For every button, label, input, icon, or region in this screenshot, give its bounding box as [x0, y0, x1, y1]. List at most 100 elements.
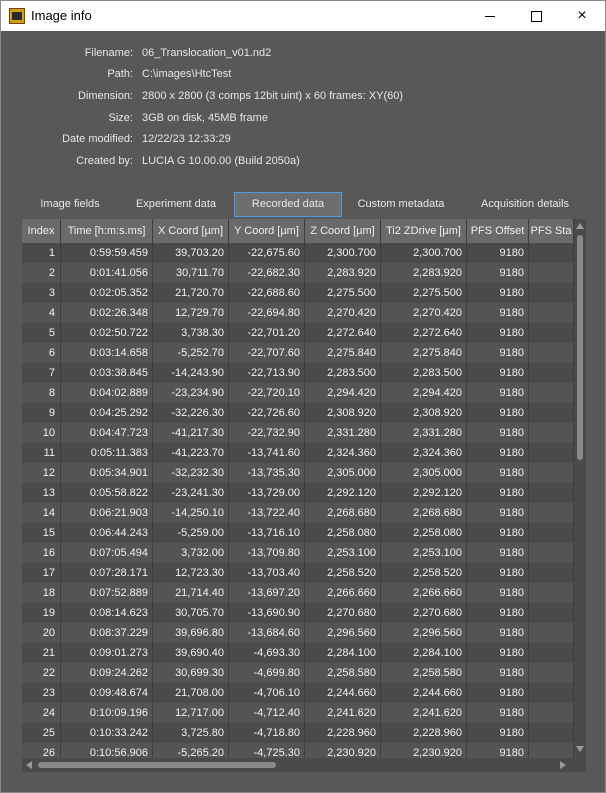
table-row[interactable]: 10 0:04:47.723 -41,217.30 -22,732.90 2,331.2… [22, 423, 574, 443]
table-cell: -14,250.10 [153, 503, 229, 523]
horizontal-scrollbar[interactable] [22, 758, 574, 772]
table-cell [529, 643, 574, 663]
table-cell: 2,294.420 [305, 383, 381, 403]
table-row[interactable]: 23 0:09:48.674 21,708.00 -4,706.10 2,244.660… [22, 683, 574, 703]
table-cell: 11 [22, 443, 61, 463]
maximize-icon [530, 10, 542, 22]
table-cell: 9180 [467, 363, 529, 383]
info-label: Date modified: [62, 133, 133, 145]
table-cell [529, 683, 574, 703]
table-row[interactable]: 12 0:05:34.901 -32,232.30 -13,735.30 2,305.0… [22, 463, 574, 483]
table-cell [529, 623, 574, 643]
column-header[interactable]: Time [h:m:s.ms] [61, 219, 153, 243]
table-cell: -4,706.10 [229, 683, 305, 703]
table-cell: 0:02:05.352 [61, 283, 153, 303]
info-label: Path: [107, 68, 133, 80]
column-header[interactable]: Y Coord [µm] [229, 219, 305, 243]
table-cell: -22,732.90 [229, 423, 305, 443]
table-row[interactable]: 14 0:06:21.903 -14,250.10 -13,722.40 2,268.6… [22, 503, 574, 523]
table-cell: 9180 [467, 383, 529, 403]
column-header[interactable]: PFS Sta [529, 219, 574, 243]
tab-recorded-data[interactable]: Recorded data [234, 192, 342, 217]
table-cell: 10 [22, 423, 61, 443]
info-row: Date modified: 12/22/23 12:33:29 [1, 133, 605, 154]
table-cell [529, 483, 574, 503]
info-row: Path: C:\images\HtcTest [1, 68, 605, 89]
horizontal-scroll-thumb[interactable] [38, 762, 276, 768]
table-cell: 0:06:44.243 [61, 523, 153, 543]
table-row[interactable]: 24 0:10:09.196 12,717.00 -4,712.40 2,241.620… [22, 703, 574, 723]
table-cell: 2,284.100 [305, 643, 381, 663]
vertical-scroll-thumb[interactable] [577, 235, 583, 460]
table-cell: 2,292.120 [381, 483, 467, 503]
table-cell: 9180 [467, 423, 529, 443]
table-row[interactable]: 11 0:05:11.383 -41,223.70 -13,741.60 2,324.3… [22, 443, 574, 463]
table-cell: 15 [22, 523, 61, 543]
minimize-button[interactable] [467, 1, 513, 31]
table-cell: 12,723.30 [153, 563, 229, 583]
table-cell: 2,283.500 [381, 363, 467, 383]
table-row[interactable]: 16 0:07:05.494 3,732.00 -13,709.80 2,253.100… [22, 543, 574, 563]
table-row[interactable]: 1 0:59:59.459 39,703.20 -22,675.60 2,300.700… [22, 243, 574, 263]
tab-experiment-data[interactable]: Experiment data [135, 198, 217, 210]
table-cell: 9 [22, 403, 61, 423]
table-row[interactable]: 13 0:05:58.822 -23,241.30 -13,729.00 2,292.1… [22, 483, 574, 503]
table-row[interactable]: 6 0:03:14.658 -5,252.70 -22,707.60 2,275.840… [22, 343, 574, 363]
table-cell: 21,714.40 [153, 583, 229, 603]
scroll-down-icon[interactable] [576, 746, 584, 752]
scroll-up-icon[interactable] [576, 223, 584, 229]
table-row[interactable]: 2 0:01:41.056 30,711.70 -22,682.30 2,283.920… [22, 263, 574, 283]
table-cell: -4,718.80 [229, 723, 305, 743]
scroll-left-icon[interactable] [26, 761, 32, 769]
table-row[interactable]: 22 0:09:24.262 30,699.30 -4,699.80 2,258.580… [22, 663, 574, 683]
column-header[interactable]: Ti2 ZDrive [µm] [381, 219, 467, 243]
table-cell: -13,703.40 [229, 563, 305, 583]
table-row[interactable]: 3 0:02:05.352 21,720.70 -22,688.60 2,275.500… [22, 283, 574, 303]
info-value: 12/22/23 12:33:29 [142, 133, 231, 145]
tab-acquisition-details[interactable]: Acquisition details [480, 198, 570, 210]
title-bar[interactable]: Image info × [1, 1, 605, 31]
table-cell: 9180 [467, 323, 529, 343]
table-cell: 2 [22, 263, 61, 283]
column-header[interactable]: PFS Offset [467, 219, 529, 243]
table-row[interactable]: 25 0:10:33.242 3,725.80 -4,718.80 2,228.960 2… [22, 723, 574, 743]
table-cell: 2,228.960 [381, 723, 467, 743]
scroll-right-icon[interactable] [560, 761, 566, 769]
table-cell: -22,713.90 [229, 363, 305, 383]
table-cell: 2,308.920 [381, 403, 467, 423]
info-label: Size: [108, 112, 133, 124]
table-cell: -41,217.30 [153, 423, 229, 443]
table-cell: -4,725.30 [229, 743, 305, 763]
table-cell: 2,283.920 [381, 263, 467, 283]
table-cell: 2,283.500 [305, 363, 381, 383]
table-cell: 2,284.100 [381, 643, 467, 663]
table-row[interactable]: 8 0:04:02.889 -23,234.90 -22,720.10 2,294.42… [22, 383, 574, 403]
table-row[interactable]: 5 0:02:50.722 3,738.30 -22,701.20 2,272.640 2… [22, 323, 574, 343]
column-header[interactable]: Z Coord [µm] [305, 219, 381, 243]
column-header[interactable]: Index [22, 219, 61, 243]
table-row[interactable]: 15 0:06:44.243 -5,259.00 -13,716.10 2,258.08… [22, 523, 574, 543]
table-row[interactable]: 20 0:08:37.229 39,696.80 -13,684.60 2,296.56… [22, 623, 574, 643]
tab-image-fields[interactable]: Image fields [40, 198, 100, 210]
table-row[interactable]: 7 0:03:38.845 -14,243.90 -22,713.90 2,283.50… [22, 363, 574, 383]
maximize-button[interactable] [513, 1, 559, 31]
table-cell: 14 [22, 503, 61, 523]
table-row[interactable]: 17 0:07:28.171 12,723.30 -13,703.40 2,258.52… [22, 563, 574, 583]
table-cell: -13,709.80 [229, 543, 305, 563]
vertical-scrollbar[interactable] [574, 219, 586, 772]
table-row[interactable]: 9 0:04:25.292 -32,226.30 -22,726.60 2,308.92… [22, 403, 574, 423]
tab-custom-metadata[interactable]: Custom metadata [357, 198, 445, 210]
close-button[interactable]: × [559, 1, 605, 31]
table-cell: -22,707.60 [229, 343, 305, 363]
table-cell: -22,720.10 [229, 383, 305, 403]
column-header[interactable]: X Coord [µm] [153, 219, 229, 243]
table-row[interactable]: 4 0:02:26.348 12,729.70 -22,694.80 2,270.420… [22, 303, 574, 323]
table-row[interactable]: 21 0:09:01.273 39,690.40 -4,693.30 2,284.100… [22, 643, 574, 663]
table-row[interactable]: 19 0:08:14.623 30,705.70 -13,690.90 2,270.68… [22, 603, 574, 623]
table-cell: -13,735.30 [229, 463, 305, 483]
info-row: Dimension: 2800 x 2800 (3 comps 12bit uin… [1, 90, 605, 111]
table-cell: -13,690.90 [229, 603, 305, 623]
table-row[interactable]: 18 0:07:52.889 21,714.40 -13,697.20 2,266.66… [22, 583, 574, 603]
table-cell: -4,712.40 [229, 703, 305, 723]
